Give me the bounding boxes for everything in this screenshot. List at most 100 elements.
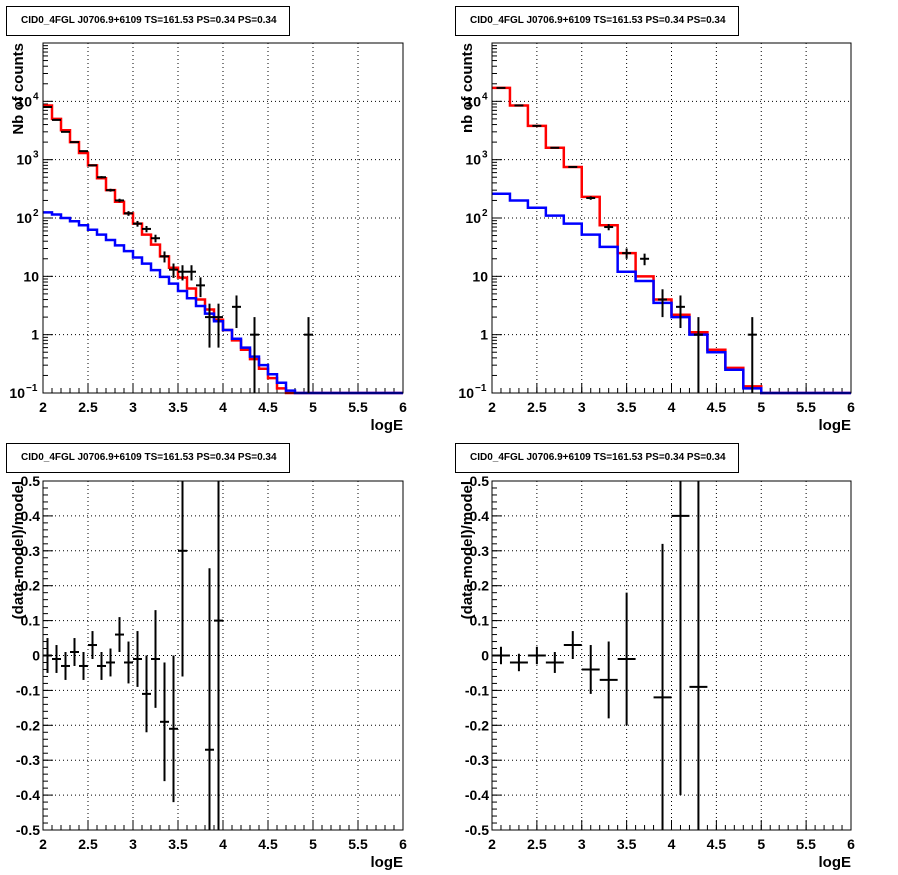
data-point — [250, 317, 259, 393]
data-point — [599, 641, 618, 719]
data-point — [160, 662, 169, 782]
data-point — [693, 317, 703, 393]
y-tick-label: 1 — [480, 327, 488, 343]
x-tick-label: 4 — [219, 836, 227, 852]
data-point — [88, 164, 97, 167]
chart-title: CID0_4FGL J0706.9+6109 TS=161.53 PS=0.34… — [6, 443, 290, 473]
x-tick-label: 3 — [129, 399, 137, 415]
data-point — [115, 617, 124, 653]
y-tick-label: 10 — [16, 93, 32, 109]
data-point — [79, 652, 88, 680]
y-tick-label: -0.1 — [16, 682, 40, 698]
y-tick-exponent: 4 — [482, 91, 488, 102]
y-tick-label: 0.1 — [470, 613, 490, 629]
y-tick-label: -0.2 — [465, 717, 489, 733]
x-tick-label: 2 — [488, 836, 496, 852]
x-tick-label: 4.5 — [258, 836, 278, 852]
y-tick-label: 0.5 — [21, 473, 41, 489]
x-axis-label: logE — [371, 417, 404, 434]
y-tick-label: 0 — [481, 648, 489, 664]
data-point — [514, 104, 524, 107]
data-point — [545, 652, 564, 673]
y-tick-label: -0.4 — [16, 787, 40, 803]
x-tick-label: 5.5 — [796, 399, 816, 415]
data-point — [568, 165, 578, 168]
x-tick-label: 2.5 — [527, 836, 547, 852]
data-point — [61, 130, 70, 133]
data-point — [124, 211, 133, 216]
y-tick-label: 0.4 — [21, 508, 41, 524]
data-point — [88, 631, 97, 659]
x-tick-label: 5 — [757, 836, 765, 852]
y-tick-label: 0.5 — [470, 473, 490, 489]
data-point — [142, 655, 151, 733]
data-point — [52, 645, 61, 673]
x-tick-label: 5 — [757, 399, 765, 415]
x-tick-label: 3 — [578, 836, 586, 852]
x-tick-label: 4.5 — [707, 836, 727, 852]
y-tick-label: 10 — [458, 385, 474, 401]
x-tick-label: 2.5 — [527, 399, 547, 415]
data-point — [151, 610, 160, 708]
data-point — [586, 196, 596, 200]
model-total-line — [43, 104, 403, 395]
data-point — [671, 481, 690, 796]
y-axis-label: nb of counts — [459, 43, 476, 133]
data-point — [43, 105, 52, 108]
data-point — [97, 652, 106, 680]
x-tick-label: 5 — [309, 836, 317, 852]
grid-lines — [43, 43, 403, 393]
data-point — [509, 653, 528, 672]
data-point — [169, 655, 178, 803]
y-tick-label: -0.4 — [465, 787, 489, 803]
data-point — [43, 638, 52, 673]
data-point — [106, 648, 115, 677]
data-point — [581, 645, 600, 694]
x-tick-label: 5.5 — [348, 836, 368, 852]
data-point — [106, 188, 115, 192]
data-point — [169, 263, 178, 278]
chart-title: CID0_4FGL J0706.9+6109 TS=161.53 PS=0.34… — [6, 6, 290, 36]
data-point — [563, 631, 582, 659]
y-tick-label: 10 — [465, 93, 481, 109]
grid-lines — [492, 43, 851, 393]
y-axis-label: (data-model)/model — [10, 481, 27, 619]
y-tick-label: 10 — [23, 268, 39, 284]
data-point — [178, 481, 187, 677]
x-axis-label: logE — [819, 417, 852, 434]
y-tick-label: -0.3 — [16, 752, 40, 768]
y-tick-label: 10 — [465, 152, 481, 168]
y-tick-exponent: 3 — [33, 150, 39, 161]
data-point — [79, 150, 88, 153]
data-point — [115, 198, 124, 203]
y-tick-exponent: 2 — [33, 208, 39, 219]
data-point — [214, 481, 223, 830]
plot-frame — [42, 42, 404, 394]
y-tick-label: 10 — [16, 152, 32, 168]
data-point — [304, 317, 313, 393]
x-tick-label: 4 — [219, 399, 227, 415]
y-tick-label: 0.3 — [470, 543, 490, 559]
data-point — [675, 295, 685, 329]
data-point — [214, 303, 223, 348]
data-point — [205, 568, 214, 830]
x-tick-label: 6 — [399, 836, 407, 852]
data-point — [689, 481, 708, 830]
data-point — [142, 225, 151, 233]
data-point — [617, 592, 636, 726]
x-tick-label: 2 — [488, 399, 496, 415]
y-tick-label: 0.4 — [470, 508, 490, 524]
data-point — [70, 638, 79, 666]
data-point — [653, 543, 672, 830]
x-tick-label: 3 — [578, 399, 586, 415]
chart-title: CID0_4FGL J0706.9+6109 TS=161.53 PS=0.34… — [455, 443, 739, 473]
data-point — [658, 289, 668, 318]
data-point — [187, 265, 196, 281]
chart-panel-residual-left: CID0_4FGL J0706.9+6109 TS=161.53 PS=0.34… — [0, 438, 449, 875]
x-tick-label: 4 — [668, 399, 676, 415]
y-tick-exponent: −1 — [475, 383, 487, 394]
data-point — [52, 118, 61, 121]
chart-panel-residual-right: CID0_4FGL J0706.9+6109 TS=161.53 PS=0.34… — [449, 438, 898, 875]
y-tick-label: 0.1 — [21, 613, 41, 629]
